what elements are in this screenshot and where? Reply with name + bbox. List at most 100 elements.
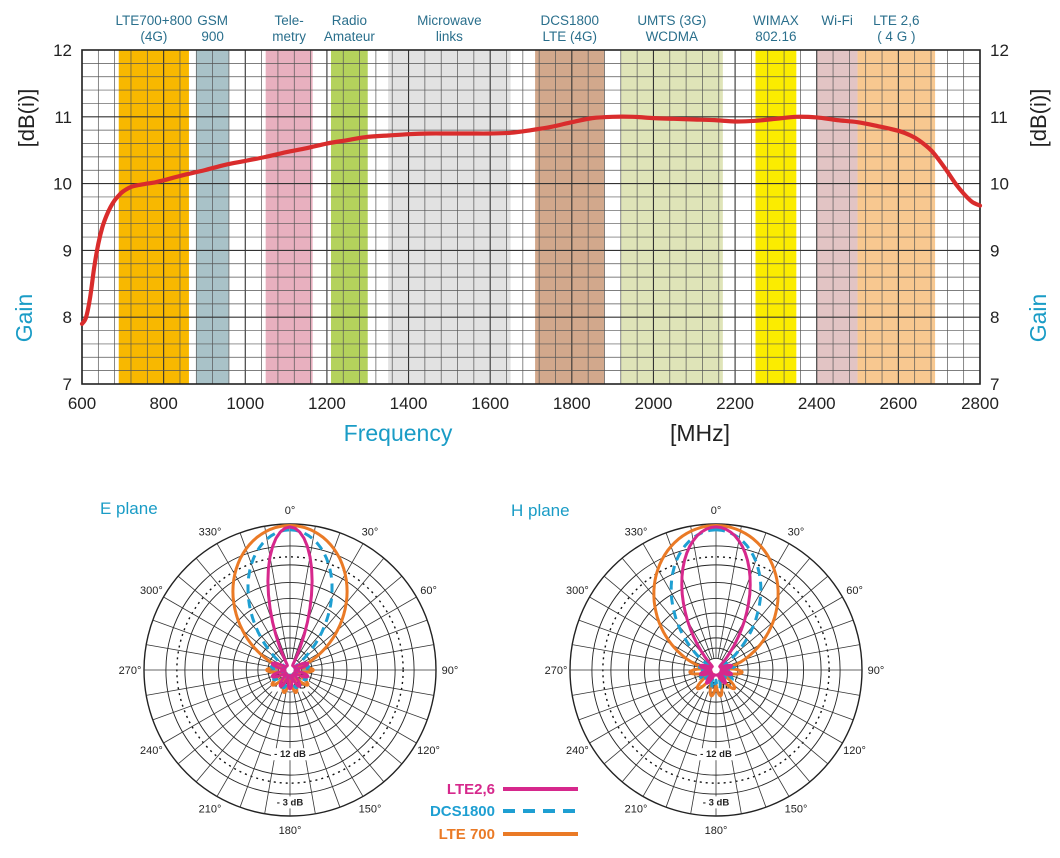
x-axis-unit: [MHz] [670, 420, 730, 446]
x-tick-label: 2400 [798, 394, 836, 413]
polar-spoke [572, 644, 705, 669]
y-tick-label-right: 10 [990, 175, 1009, 194]
polar-spoke [146, 644, 279, 669]
polar-spoke [163, 675, 281, 744]
angle-label: 330° [625, 526, 648, 538]
gain-label-right: Gain [1025, 294, 1051, 343]
band-8 [816, 50, 858, 384]
polar-spoke [723, 678, 811, 783]
polar-spoke [295, 679, 364, 797]
polar-spoke [300, 673, 428, 721]
band-4 [388, 50, 511, 384]
x-tick-label: 2600 [879, 394, 917, 413]
band-7 [755, 50, 797, 384]
legend: LTE2,6 DCS1800 LTE 700 [430, 781, 578, 843]
polar-spoke [690, 681, 715, 814]
angle-label: 330° [199, 526, 222, 538]
polar-spoke [721, 679, 790, 797]
polar-spoke [195, 557, 283, 662]
x-tick-label: 1000 [226, 394, 264, 413]
polar-spoke [665, 680, 713, 808]
polar-spoke [727, 671, 860, 696]
frequency-bands [118, 50, 936, 384]
polar-spoke [725, 596, 843, 665]
polar-spoke [298, 677, 403, 765]
x-tick-label: 1800 [553, 394, 591, 413]
band-label-6: UMTS (3G) WCDMA [637, 13, 706, 44]
x-tick-label: 1400 [390, 394, 428, 413]
polar-spoke [291, 526, 316, 659]
band-label-2: Tele-metry [272, 13, 306, 44]
polar-spoke [298, 575, 403, 663]
db-label: - 12 dB [700, 749, 732, 760]
angle-label: 270° [545, 665, 568, 677]
polar-spoke [726, 673, 854, 721]
polar-spoke [690, 526, 715, 659]
polar-spoke [264, 526, 289, 659]
polar-spoke [146, 671, 279, 696]
polar-spoke [572, 671, 705, 696]
polar-spoke [724, 677, 829, 765]
db-label-bg [271, 796, 309, 809]
band-label-9: LTE 2,6( 4 G ) [873, 13, 919, 44]
y-tick-label-left: 11 [54, 108, 72, 127]
band-6 [620, 50, 723, 384]
y-tick-label-left: 7 [63, 375, 72, 394]
angle-label: 120° [843, 745, 866, 757]
y-tick-label-left: 10 [53, 175, 72, 194]
band-label-0: LTE700+800 (4G) [115, 13, 192, 44]
polar-spoke [621, 557, 709, 662]
gain-curve [79, 114, 983, 326]
gain-line [79, 114, 983, 326]
angle-label: 30° [788, 526, 805, 538]
db-label: - 12 dB [274, 749, 306, 760]
polar-spoke [216, 679, 285, 797]
polar-spoke [301, 644, 434, 669]
band-label-4: Microwave links [417, 13, 482, 44]
polar-spoke [725, 675, 843, 744]
x-tick-label: 2000 [635, 394, 673, 413]
polar-spoke [723, 557, 811, 662]
legend-label: LTE2,6 [447, 781, 495, 798]
polar-spoke [719, 680, 767, 808]
gain-frequency-chart: LTE700+800 (4G)GSM 900 Tele-metry Radio Amate… [11, 13, 1051, 446]
polar-spoke [195, 678, 283, 783]
polar-spoke [295, 543, 364, 661]
band-2 [265, 50, 313, 384]
polar-spoke [603, 677, 708, 765]
polar-title: E plane [100, 499, 158, 518]
polar-spoke [724, 575, 829, 663]
angle-label: 180° [279, 825, 302, 837]
polar-spoke [152, 619, 280, 667]
angle-label: 150° [359, 804, 382, 816]
angle-label: 240° [566, 745, 589, 757]
polar-spoke [589, 596, 707, 665]
band-3 [330, 50, 368, 384]
y-tick-label-left: 12 [53, 41, 72, 60]
y-tick-label-right: 9 [990, 241, 999, 260]
x-tick-label: 800 [149, 394, 177, 413]
polar-spoke [177, 677, 282, 765]
x-tick-label: 2200 [716, 394, 754, 413]
polar-spoke [665, 532, 713, 660]
x-tick-label: 1600 [471, 394, 509, 413]
polar-spoke [177, 575, 282, 663]
angle-label: 90° [442, 665, 459, 677]
angle-label: 210° [625, 804, 648, 816]
x-tick-label: 1200 [308, 394, 346, 413]
pattern-lte26 [680, 525, 752, 685]
polar-spoke [717, 526, 742, 659]
pattern-lte26 [266, 525, 314, 691]
db-label-bg [697, 796, 735, 809]
polar-spoke [621, 678, 709, 783]
db-label-bg [697, 748, 735, 761]
polar-spoke [301, 671, 434, 696]
polar-spoke [216, 543, 285, 661]
h-plane-polar-chart: H plane 0° 30° 60° 90° 120° 150° 180° 210° 240° 27… [511, 501, 884, 837]
polar-spoke [603, 575, 708, 663]
angle-label: 0° [711, 505, 722, 517]
y-tick-label-left: 9 [63, 241, 72, 260]
gain-label-left: Gain [11, 294, 37, 343]
band-label-1: GSM 900 [197, 13, 228, 44]
